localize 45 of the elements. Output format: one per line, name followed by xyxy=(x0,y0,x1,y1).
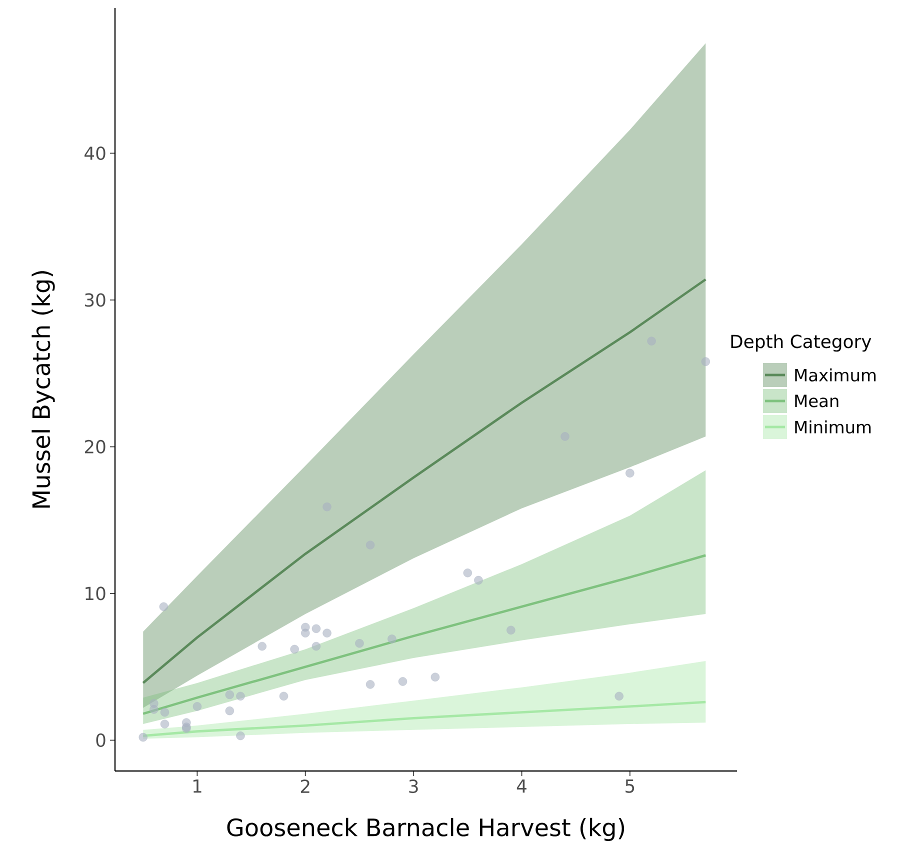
point xyxy=(225,690,234,700)
point xyxy=(312,642,321,651)
point xyxy=(160,708,170,717)
y-tick-label: 0 xyxy=(96,733,106,747)
point xyxy=(236,692,245,701)
y-tick-label: 30 xyxy=(85,293,106,307)
legend-title: Depth Category xyxy=(731,334,872,352)
x-axis-title: Gooseneck Barnacle Harvest (kg) xyxy=(227,818,624,842)
point xyxy=(300,628,310,638)
legend-label: Minimum xyxy=(795,420,871,434)
point xyxy=(159,602,168,612)
y-tick-label: 40 xyxy=(84,146,106,160)
point xyxy=(474,576,483,585)
legend-label: Mean xyxy=(795,394,838,408)
point xyxy=(160,720,170,728)
point xyxy=(366,680,375,689)
point xyxy=(614,692,624,701)
point xyxy=(279,692,288,701)
x-tick-label: 1 xyxy=(193,780,202,793)
point xyxy=(312,624,321,634)
y-tick-label: 10 xyxy=(86,586,106,600)
point xyxy=(430,672,440,682)
legend-label: Maximum xyxy=(795,368,876,382)
point xyxy=(150,704,158,714)
point xyxy=(463,568,472,578)
line-series xyxy=(142,278,707,684)
x-tick-label: 4 xyxy=(516,780,526,793)
x-tick-label: 2 xyxy=(300,780,310,793)
point xyxy=(138,732,148,742)
point xyxy=(290,644,299,654)
point xyxy=(388,634,396,644)
x-tick-label: 3 xyxy=(409,780,418,794)
y-axis-title: Mussel Bycatch (kg) xyxy=(32,271,55,508)
point xyxy=(225,706,234,716)
y-tick-label: 20 xyxy=(84,440,106,454)
point xyxy=(355,638,364,648)
point xyxy=(626,468,634,478)
point xyxy=(322,628,332,638)
point xyxy=(506,626,516,635)
x-tick-label: 5 xyxy=(626,780,634,793)
point xyxy=(192,702,202,711)
point xyxy=(258,642,267,651)
point xyxy=(701,357,710,366)
point xyxy=(236,731,245,740)
point xyxy=(398,677,408,686)
